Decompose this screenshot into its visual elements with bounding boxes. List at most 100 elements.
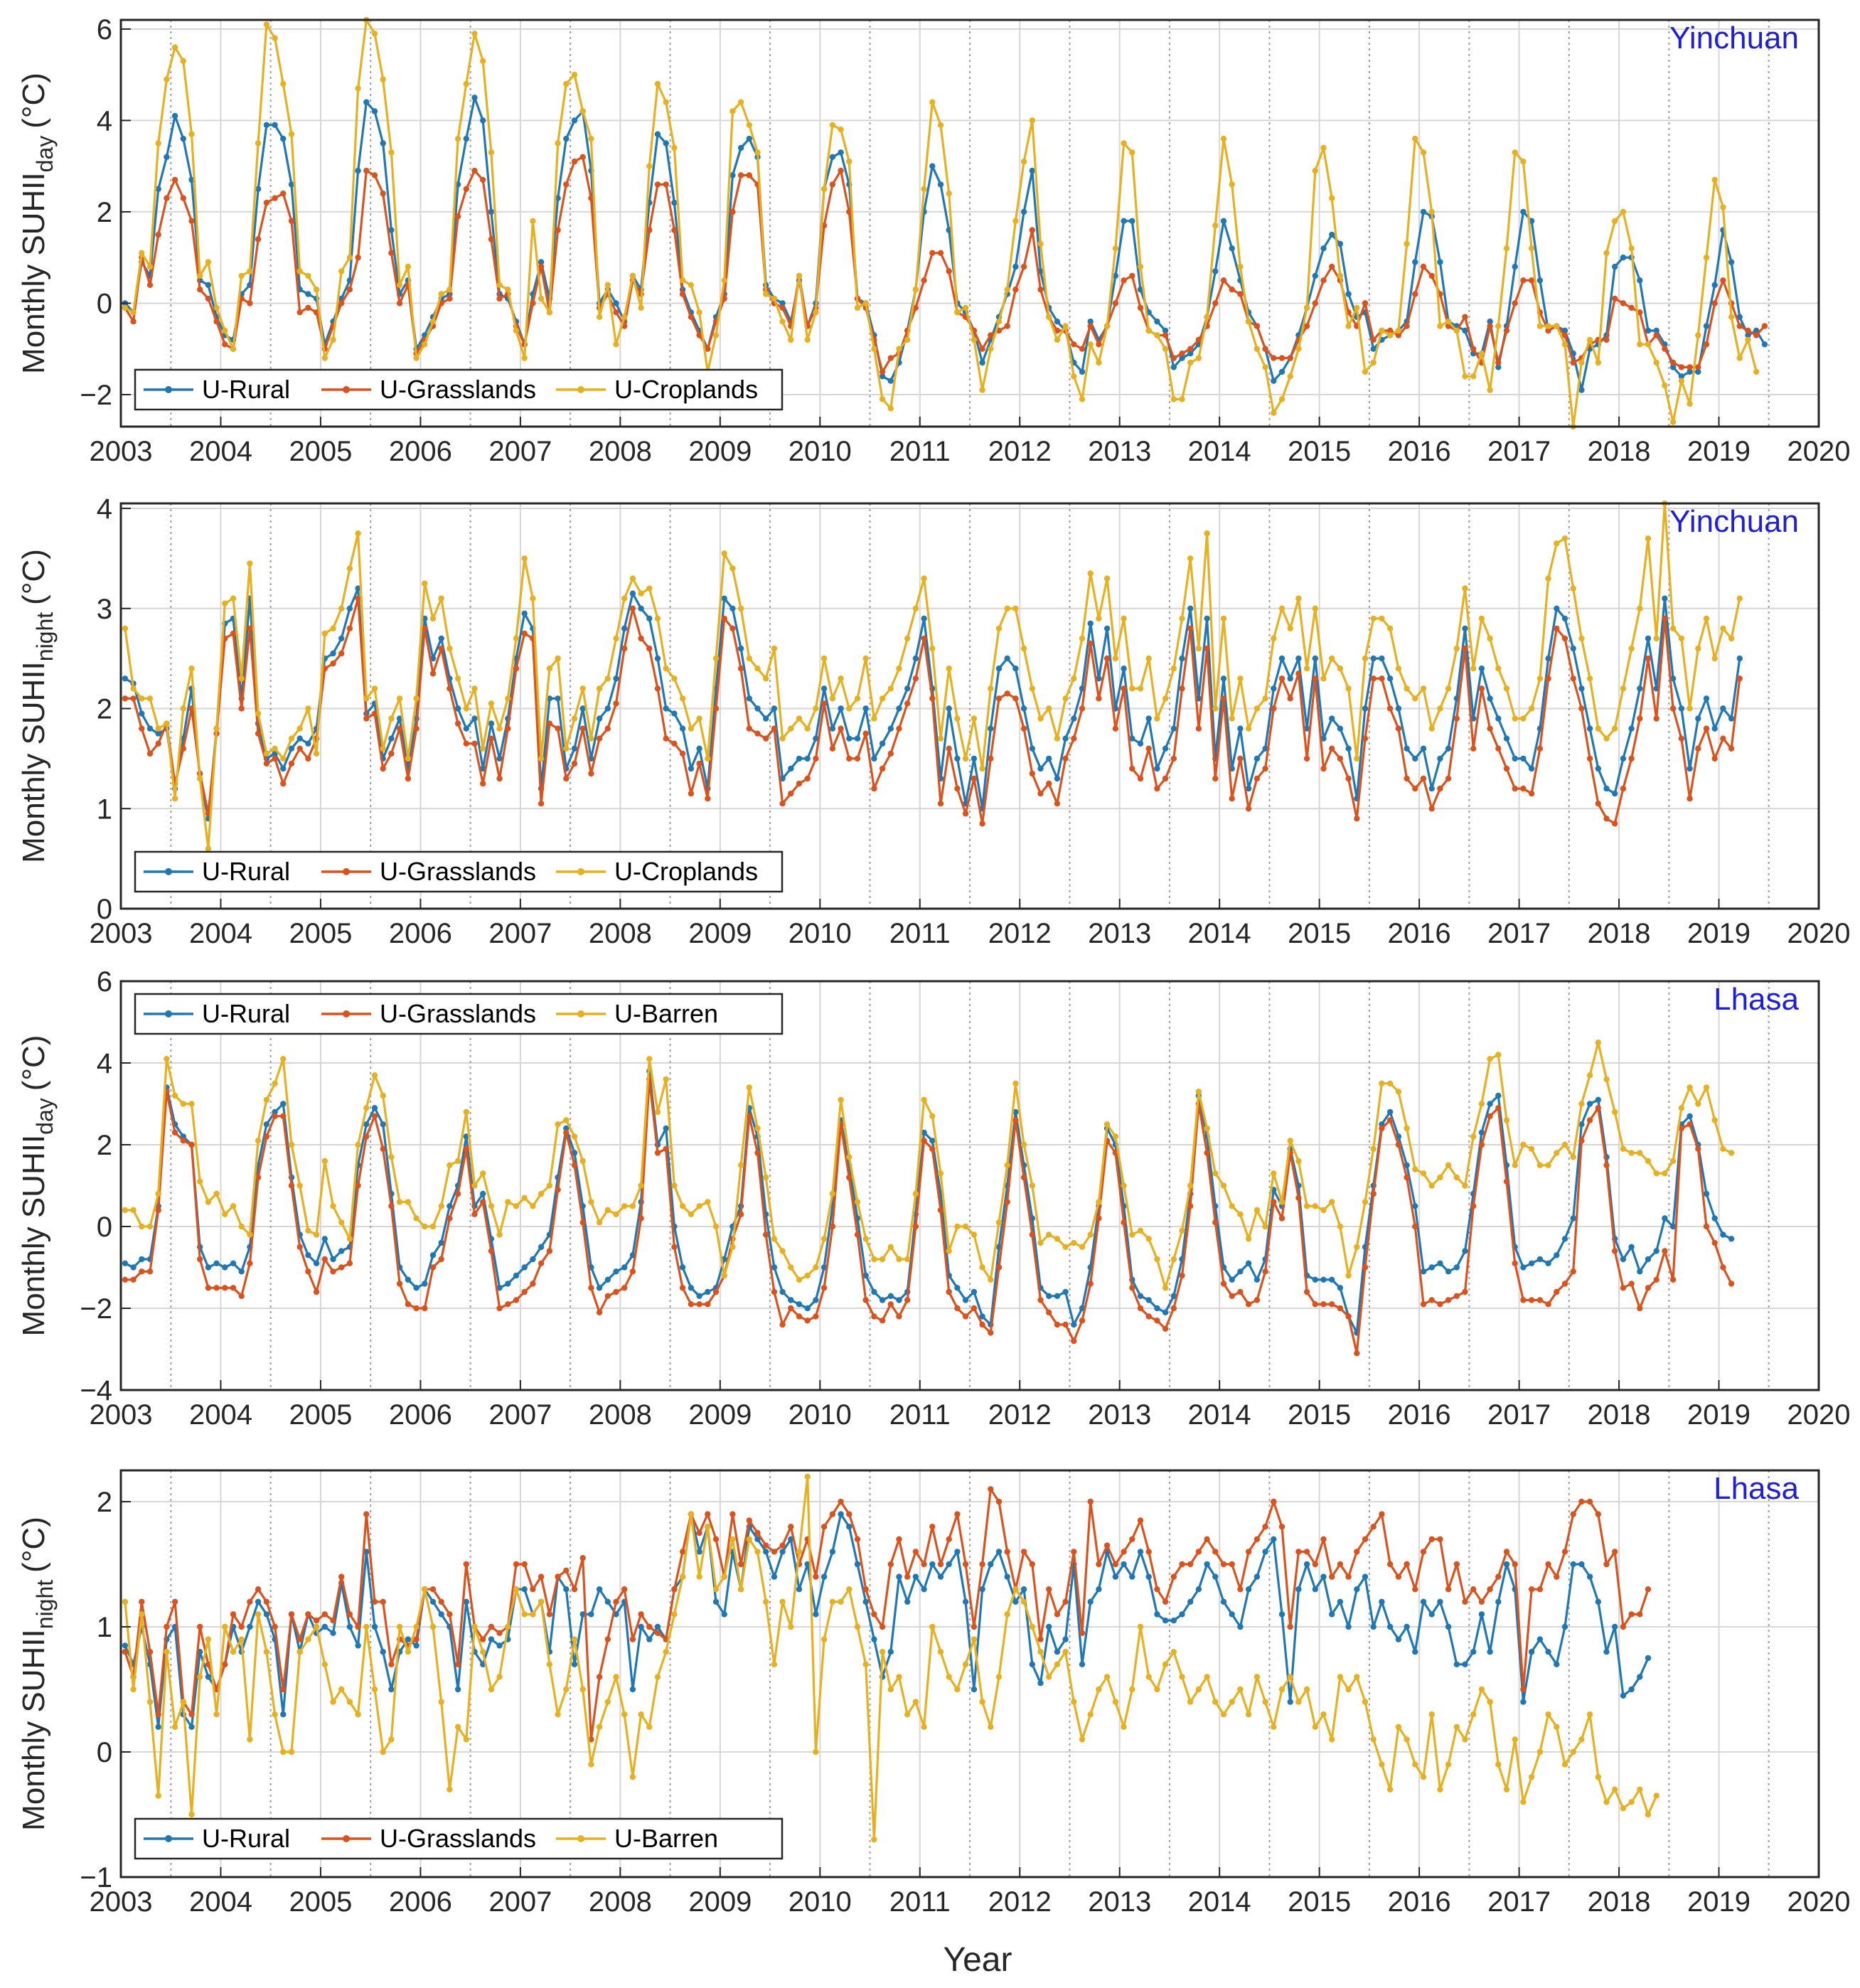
data-point-u-grasslands	[1220, 1561, 1227, 1568]
data-point-u-barren	[355, 1141, 361, 1148]
data-point-u-grasslands	[1229, 1561, 1235, 1568]
data-point-u-grasslands	[188, 1711, 195, 1718]
data-point-u-grasslands	[1495, 359, 1502, 366]
data-point-u-grasslands	[171, 1598, 178, 1605]
data-point-u-croplands	[130, 685, 137, 692]
data-point-u-barren	[438, 1699, 444, 1705]
data-point-u-rural	[829, 725, 836, 732]
data-point-u-rural	[488, 720, 495, 727]
data-point-u-rural	[429, 1598, 437, 1605]
data-point-u-croplands	[180, 58, 186, 65]
data-point-u-rural	[1262, 1549, 1268, 1555]
data-point-u-grasslands	[139, 1598, 145, 1605]
data-point-u-rural	[1695, 715, 1701, 722]
data-point-u-croplands	[505, 695, 511, 702]
x-tick-label: 2015	[1288, 436, 1351, 467]
x-tick-label: 2014	[1188, 918, 1251, 949]
data-point-u-rural	[729, 605, 736, 611]
data-point-u-grasslands	[555, 725, 561, 732]
data-point-u-grasslands	[1103, 1542, 1111, 1549]
data-point-u-rural	[139, 710, 145, 717]
data-point-u-grasslands	[1578, 1498, 1585, 1505]
data-point-u-grasslands	[1370, 675, 1377, 682]
data-point-u-rural	[1220, 218, 1227, 224]
data-point-u-rural	[1229, 1611, 1235, 1618]
data-point-u-grasslands	[746, 725, 753, 732]
data-point-u-grasslands	[1071, 735, 1077, 742]
data-point-u-grasslands	[804, 1318, 811, 1324]
data-point-u-grasslands	[1545, 1301, 1551, 1308]
data-point-u-barren	[1620, 1145, 1627, 1153]
data-point-u-croplands	[1362, 655, 1369, 662]
data-point-u-grasslands	[1287, 355, 1293, 361]
legend-marker	[577, 1835, 584, 1842]
data-point-u-barren	[1428, 1711, 1435, 1718]
y-tick-label: 1	[97, 1612, 112, 1643]
data-point-u-rural	[1212, 1573, 1219, 1580]
data-point-u-grasslands	[596, 1674, 603, 1680]
data-point-u-croplands	[937, 122, 944, 128]
data-point-u-rural	[862, 1598, 869, 1605]
data-point-u-barren	[1162, 1661, 1169, 1667]
data-point-u-croplands	[671, 144, 678, 151]
data-point-u-croplands	[654, 80, 661, 87]
data-point-u-rural	[1678, 373, 1685, 380]
data-point-u-grasslands	[721, 615, 727, 622]
data-point-u-grasslands	[505, 1301, 511, 1308]
data-point-u-grasslands	[1254, 1536, 1261, 1542]
data-point-u-grasslands	[1512, 1561, 1518, 1568]
legend-label: U-Grasslands	[380, 375, 536, 404]
data-point-u-barren	[1254, 1674, 1261, 1680]
data-point-u-rural	[1528, 1649, 1535, 1655]
data-point-u-barren	[1437, 1174, 1443, 1181]
data-point-u-rural	[1487, 1101, 1493, 1107]
data-point-u-croplands	[1478, 615, 1485, 622]
data-point-u-rural	[754, 1536, 761, 1542]
data-point-u-croplands	[1096, 359, 1102, 366]
data-point-u-croplands	[188, 131, 195, 137]
data-point-u-barren	[1478, 1686, 1485, 1693]
data-point-u-grasslands	[346, 625, 353, 632]
data-point-u-rural	[1595, 1598, 1601, 1605]
data-point-u-rural	[405, 1636, 412, 1642]
data-point-u-barren	[313, 1623, 320, 1630]
data-point-u-barren	[1129, 1686, 1135, 1693]
data-point-u-rural	[1761, 341, 1768, 348]
data-point-u-rural	[1536, 277, 1544, 284]
data-point-u-barren	[363, 1105, 370, 1111]
data-point-u-croplands	[1462, 373, 1468, 380]
data-point-u-rural	[979, 1586, 985, 1593]
data-point-u-rural	[604, 1276, 611, 1283]
data-point-u-rural	[737, 645, 744, 652]
data-point-u-grasslands	[1137, 775, 1144, 782]
data-point-u-croplands	[396, 282, 403, 288]
data-point-u-grasslands	[1653, 332, 1659, 338]
data-point-u-barren	[1386, 1786, 1394, 1792]
data-point-u-rural	[1295, 655, 1302, 662]
data-point-u-grasslands	[1271, 705, 1277, 712]
data-point-u-grasslands	[1121, 685, 1127, 692]
axes-frame	[119, 502, 1820, 910]
data-point-u-croplands	[546, 666, 553, 672]
data-point-u-rural	[763, 1549, 769, 1555]
data-point-u-grasslands	[305, 1268, 311, 1275]
data-point-u-grasslands	[896, 1313, 902, 1320]
data-point-u-croplands	[1628, 245, 1635, 252]
x-tick-label: 2007	[488, 1399, 552, 1431]
data-point-u-croplands	[705, 755, 711, 762]
data-point-u-grasslands	[1187, 1561, 1194, 1568]
data-point-u-barren	[429, 1223, 437, 1230]
data-point-u-barren	[971, 1636, 978, 1642]
data-point-u-croplands	[413, 355, 419, 361]
data-point-u-rural	[1711, 725, 1718, 732]
data-point-u-rural	[613, 1268, 619, 1275]
data-point-u-rural	[954, 755, 961, 762]
data-point-u-grasslands	[555, 1187, 561, 1193]
data-point-u-croplands	[171, 796, 178, 802]
data-point-u-grasslands	[846, 208, 852, 215]
data-point-u-rural	[1487, 319, 1493, 325]
data-point-u-grasslands	[1212, 1219, 1219, 1226]
data-point-u-croplands	[238, 272, 245, 279]
data-point-u-rural	[912, 655, 919, 662]
data-point-u-grasslands	[563, 1567, 570, 1573]
